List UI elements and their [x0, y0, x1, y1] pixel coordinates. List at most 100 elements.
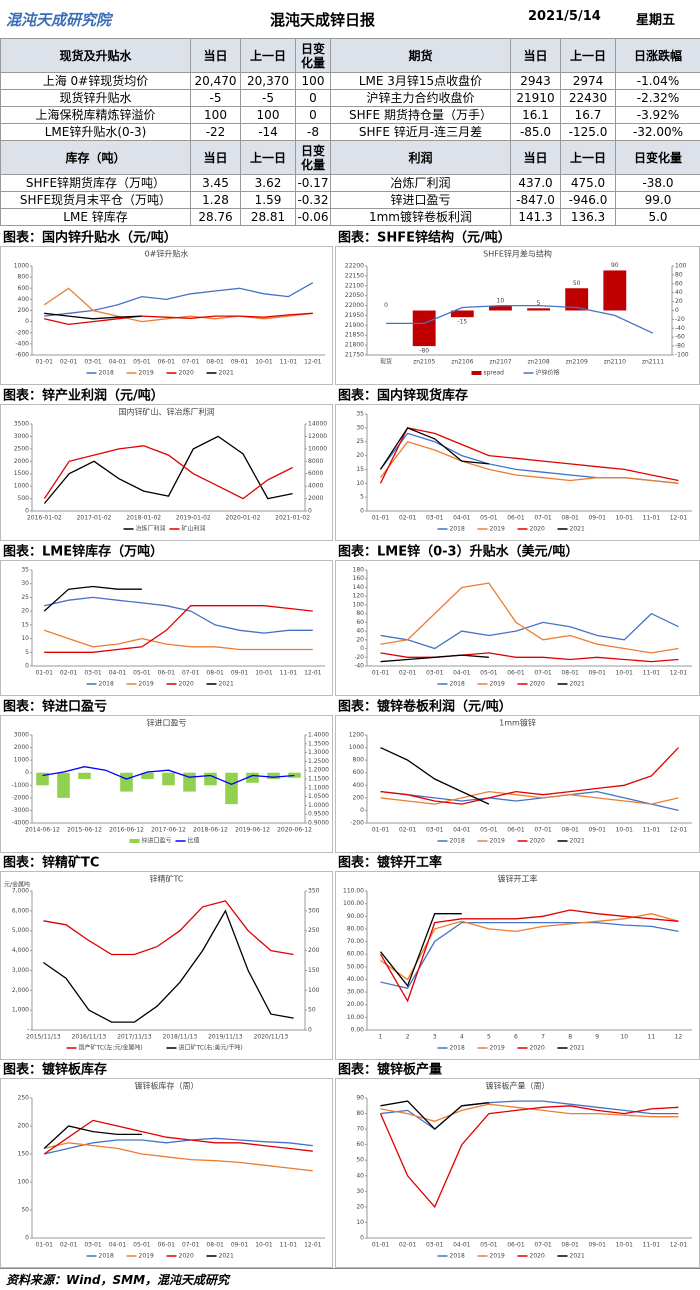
series-line [380, 1100, 489, 1130]
y-tick-label: 0 [25, 318, 29, 325]
x-tick-label: 6 [514, 1034, 518, 1041]
y-tick-label: 350 [308, 888, 320, 895]
x-tick-label: zn2109 [566, 359, 588, 366]
x-tick-label: 2018-01-02 [126, 515, 161, 522]
table-cell: 上一日 [560, 140, 616, 175]
legend-label: 2018 [450, 838, 465, 845]
x-tick-label: 04-01 [109, 670, 127, 677]
y-tick-label: 14000 [308, 421, 327, 428]
x-tick-label: 11-01 [280, 359, 298, 366]
y-tick-label: -40 [354, 663, 364, 670]
x-tick-label: zn2107 [489, 359, 511, 366]
y-tick-label: 22100 [345, 282, 364, 289]
table-cell: 日变化量 [295, 38, 331, 73]
legend-label: 2021 [219, 370, 234, 377]
x-tick-label: 07-01 [534, 515, 552, 522]
table-cell: SHFE 期货持仓量（万手） [330, 106, 511, 124]
y-tick-label: 20.00 [347, 1001, 364, 1008]
legend-label: 2019 [139, 370, 154, 377]
x-tick-label: 06-01 [507, 827, 525, 834]
x-tick-label: 10 [620, 1034, 628, 1041]
table-cell: -14 [240, 123, 296, 141]
y-tick-label: 35 [356, 411, 364, 418]
y-tick-label: 1000 [349, 744, 364, 751]
x-tick-label: 8 [568, 1034, 572, 1041]
chart-panel [0, 404, 333, 541]
legend-label: spread [484, 370, 505, 377]
x-tick-label: 05-01 [480, 827, 498, 834]
x-tick-label: 08-01 [206, 670, 224, 677]
x-tick-label: 06-01 [507, 670, 525, 677]
series-line [380, 747, 490, 805]
bar [141, 772, 154, 779]
series-line [379, 427, 489, 470]
x-tick-label: 08-01 [561, 515, 579, 522]
y-tick-label: 21750 [345, 352, 364, 359]
legend-label: 2019 [490, 1045, 505, 1052]
x-tick-label: 05-01 [133, 359, 151, 366]
legend-label: 2019 [139, 1253, 154, 1260]
legend-label: 2020 [179, 370, 194, 377]
y-tick-label: 10000 [308, 445, 327, 452]
y-tick-label: 250 [18, 1095, 30, 1102]
chart-title: 0#锌升贴水 [145, 249, 189, 259]
table-cell: 冶炼厂利润 [330, 174, 511, 192]
x-tick-label: 2017-01-02 [77, 515, 112, 522]
y-tick-label: 80 [356, 610, 364, 617]
legend-label: 2019 [490, 526, 505, 533]
x-tick-label: 12-01 [670, 670, 688, 677]
data-label: 90 [611, 262, 619, 269]
y-tick-label: 400 [18, 296, 30, 303]
x-tick-label: 04-01 [453, 515, 471, 522]
y-tick-label: 1500 [14, 470, 29, 477]
x-tick-label: 10-01 [616, 670, 634, 677]
section-heading [335, 1060, 700, 1078]
x-tick-label: 现货 [380, 358, 392, 366]
bar [412, 310, 436, 347]
y-tick-label: 6000 [308, 470, 323, 477]
y-tick-label: 22150 [345, 272, 364, 279]
y-tick-label: 0 [360, 508, 364, 515]
y-tick-label: 250 [308, 927, 320, 934]
y-tick-label: 20 [356, 1203, 364, 1210]
y-tick-label: 35 [21, 567, 29, 574]
series-line [380, 790, 679, 805]
x-tick-label: 2019-06-12 [235, 827, 270, 834]
x-tick-label: 09-01 [588, 827, 606, 834]
footer: 资料来源：Wind，SMM，混沌天成研究 [0, 1268, 700, 1290]
y-tick-label: 3000 [14, 732, 29, 739]
y-tick-label: 0 [360, 807, 364, 814]
x-tick-label: 08-01 [206, 359, 224, 366]
x-tick-label: 4 [460, 1034, 464, 1041]
y-tick-label: 2,000 [12, 987, 29, 994]
x-tick-label: zn2110 [604, 359, 626, 366]
x-tick-label: zn2111 [642, 359, 664, 366]
legend-label: 2020 [530, 526, 545, 533]
x-tick-label: 10-01 [255, 670, 273, 677]
table-cell: 0 [295, 89, 331, 107]
y-tick-label: 120 [353, 593, 365, 600]
series-line [44, 605, 313, 653]
y-tick-label: 22050 [345, 292, 364, 299]
series-line [380, 1100, 679, 1130]
table-cell: 28.81 [240, 208, 296, 226]
x-tick-label: 9 [595, 1034, 599, 1041]
chart-panel [0, 871, 333, 1060]
table-cell: 当日 [510, 140, 561, 175]
y-tick-label: 160 [353, 575, 365, 582]
table-cell: 日变化量 [295, 140, 331, 175]
y-tick-label: 80 [356, 1110, 364, 1117]
table-row: LME锌升贴水(0-3) -22 -14 -8 SHFE 锌近月-连三月差 -85.0 -1… [0, 123, 700, 141]
y-tick-label: 100.00 [343, 900, 364, 907]
x-tick-label: 01-01 [372, 515, 390, 522]
series-line [44, 596, 313, 634]
table-row: 上海 0#锌现货均价 20,470 20,370 100 LME 3月锌15点收盘价 29… [0, 72, 700, 90]
x-tick-label: 12-01 [304, 670, 322, 677]
y-tick-label: 5,000 [12, 927, 29, 934]
y-tick-label: 6,000 [12, 907, 29, 914]
y-tick-label: 200 [353, 794, 365, 801]
series-line [43, 445, 293, 500]
y-tick-label: 80 [675, 271, 683, 278]
x-tick-label: 08-01 [561, 1242, 579, 1249]
y-tick-label: 110.00 [343, 888, 364, 895]
